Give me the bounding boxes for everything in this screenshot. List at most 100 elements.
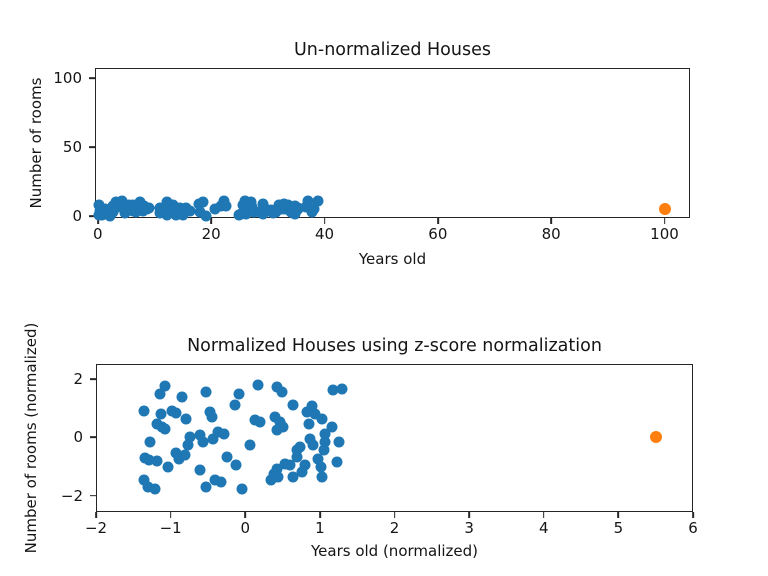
houses-normalized-point [327,384,339,396]
houses-normalized-point [182,439,194,451]
houses-normalized-point [316,471,328,483]
houses-normalized-point [301,406,313,418]
houses-normalized-point [291,451,303,463]
x-tick [210,218,212,224]
x-tick [96,218,99,224]
houses-point [209,203,221,215]
x-tick-label: 2 [389,519,400,537]
houses-point [127,199,139,211]
houses-normalized-point [221,451,233,463]
outlier-house-normalized-point [649,431,662,444]
houses-normalized-point [170,447,182,459]
plot-title: Un-normalized Houses [294,40,491,60]
houses-normalized-point [154,388,166,400]
houses-point [240,208,252,220]
houses-normalized-point [276,386,288,398]
houses-normalized-point [284,459,296,471]
y-tick-label: 2 [73,369,83,388]
houses-normalized-point [304,433,316,445]
houses-point [168,203,180,215]
houses-normalized-point [139,452,150,464]
houses-normalized-point [287,471,299,483]
houses-normalized-point [159,380,171,392]
houses-normalized-point [194,464,206,476]
houses-point [200,210,212,222]
houses-normalized-point [277,421,289,433]
houses-normalized-point [316,413,328,425]
x-tick-label: −1 [159,519,182,537]
houses-normalized-point [206,411,218,423]
houses-point [141,203,153,215]
houses-point [193,198,205,210]
houses-normalized-point [271,381,283,393]
y-tick [89,215,95,217]
houses-normalized-point [271,424,283,436]
houses-normalized-point [299,459,311,471]
houses-normalized-point [336,383,348,395]
y-tick [90,378,96,380]
houses-point [96,209,108,221]
houses-normalized-point [319,436,331,448]
houses-normalized-point [326,421,338,433]
x-tick-label: 40 [314,225,335,243]
x-tick [617,512,620,518]
x-tick [542,512,545,518]
x-tick [436,218,439,224]
houses-normalized-point [254,416,266,428]
x-tick [393,512,396,518]
houses-point [154,207,166,219]
houses-normalized-point [184,431,196,443]
houses-normalized-point [173,453,185,465]
y-tick-label: 0 [73,428,83,447]
houses-normalized-point [200,481,212,493]
x-tick-label: 0 [240,519,251,537]
houses-point [306,206,318,218]
y-tick [90,494,96,497]
x-tick-label: 0 [93,225,103,243]
houses-normalized-point [333,436,345,448]
houses-normalized-point [287,399,299,411]
houses-normalized-point [180,413,192,425]
houses-normalized-point [312,453,324,465]
houses-normalized-point [155,408,167,420]
houses-point [194,206,206,218]
houses-point [233,209,245,221]
x-tick-label: 4 [538,519,549,537]
x-tick [169,512,172,518]
x-tick-label: 5 [613,519,624,537]
x-tick-label: 1 [315,519,325,537]
x-axis-label: Years old (normalized) [310,542,479,560]
houses-normalized-point [144,436,156,448]
y-tick [90,436,96,439]
houses-normalized-point [233,388,245,400]
houses-point [184,205,196,217]
houses-point [174,202,186,214]
houses-point [248,206,260,218]
houses-normalized-point [306,400,318,412]
outlier-house-point [658,203,671,216]
houses-normalized-point [149,483,161,495]
houses-normalized-point [218,428,230,440]
houses-point [215,200,227,212]
houses-normalized-point [294,441,306,453]
x-tick [468,512,470,518]
houses-normalized-point [176,391,188,403]
houses-normalized-point [200,386,212,398]
plot-area-unnormalized [95,68,690,218]
houses-point [239,201,251,213]
houses-normalized-point [138,405,150,417]
houses-point [289,208,301,220]
houses-normalized-point [138,474,150,486]
y-tick [89,77,95,80]
houses-normalized-point [151,455,163,467]
houses-point [104,210,116,222]
houses-point [130,206,142,218]
houses-point [170,209,182,221]
houses-normalized-point [159,423,171,435]
houses-normalized-point [331,456,343,468]
houses-point [93,199,105,210]
houses-normalized-point [318,444,330,456]
houses-point [116,195,128,207]
houses-normalized-point [170,407,182,419]
